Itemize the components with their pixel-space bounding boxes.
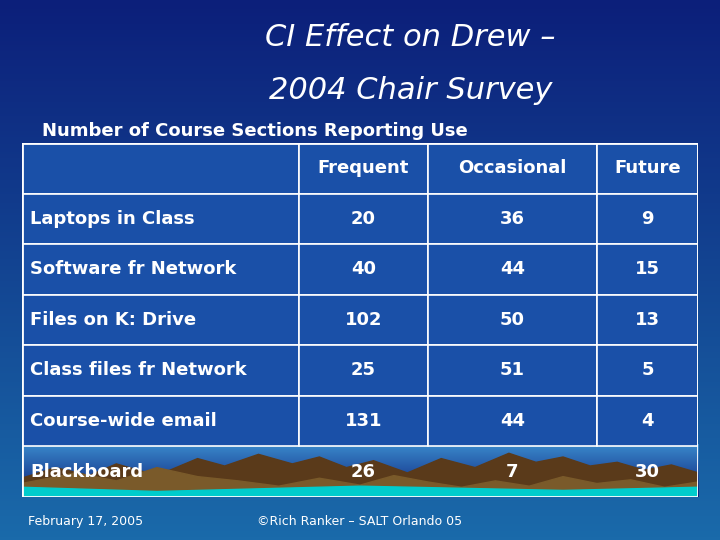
Text: Occasional: Occasional [458,159,567,177]
Bar [299,345,428,396]
Text: CI Effect on Drew –: CI Effect on Drew – [265,23,556,52]
Text: 26: 26 [351,463,376,481]
Bar [22,295,299,345]
Text: Files on K: Drive: Files on K: Drive [30,311,197,329]
Bar [597,143,698,194]
Bar [299,143,428,194]
Text: 30: 30 [635,463,660,481]
Bar [428,396,597,446]
Text: Future: Future [614,159,681,177]
Bar [428,446,597,497]
Text: 4: 4 [642,412,654,430]
Text: Course-wide email: Course-wide email [30,412,217,430]
Text: Class files fr Network: Class files fr Network [30,361,247,380]
Text: 15: 15 [635,260,660,279]
Text: 2004 Chair Survey: 2004 Chair Survey [269,76,552,105]
Bar [597,345,698,396]
Polygon shape [22,486,698,497]
Bar [299,446,428,497]
Text: February 17, 2005: February 17, 2005 [28,515,143,528]
Text: 131: 131 [345,412,382,430]
Text: ©Rich Ranker – SALT Orlando 05: ©Rich Ranker – SALT Orlando 05 [258,515,462,528]
Text: Software fr Network: Software fr Network [30,260,237,279]
Text: 102: 102 [345,311,382,329]
Bar [299,244,428,295]
Text: 50: 50 [500,311,525,329]
Text: Frequent: Frequent [318,159,409,177]
Bar [299,194,428,244]
Bar [22,244,299,295]
Text: Blackboard: Blackboard [30,463,143,481]
Text: 51: 51 [500,361,525,380]
Bar [428,244,597,295]
Text: Laptops in Class: Laptops in Class [30,210,195,228]
Bar [22,446,299,497]
Bar [597,244,698,295]
Text: 13: 13 [635,311,660,329]
Text: 44: 44 [500,412,525,430]
Bar [597,295,698,345]
Bar [597,194,698,244]
Text: 44: 44 [500,260,525,279]
Text: 5: 5 [642,361,654,380]
Polygon shape [22,468,698,497]
Text: 9: 9 [642,210,654,228]
Bar [597,396,698,446]
Bar [428,295,597,345]
Text: 20: 20 [351,210,376,228]
Text: 7: 7 [506,463,518,481]
Bar [22,396,299,446]
Text: 25: 25 [351,361,376,380]
Bar [22,143,299,194]
Text: 36: 36 [500,210,525,228]
Bar [299,295,428,345]
Bar [22,345,299,396]
Polygon shape [22,453,698,497]
Bar [428,345,597,396]
Bar [299,396,428,446]
Text: 40: 40 [351,260,376,279]
Bar [428,143,597,194]
Text: Number of Course Sections Reporting Use: Number of Course Sections Reporting Use [42,122,468,140]
Bar [22,194,299,244]
Bar [597,446,698,497]
Bar [428,194,597,244]
